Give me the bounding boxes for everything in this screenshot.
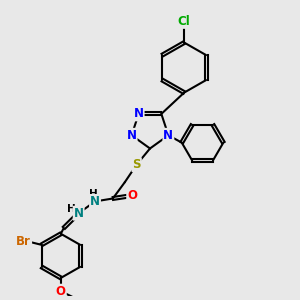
Text: O: O bbox=[56, 285, 66, 298]
Text: N: N bbox=[127, 129, 136, 142]
Text: O: O bbox=[127, 189, 137, 202]
Text: H: H bbox=[89, 189, 98, 199]
Text: N: N bbox=[164, 129, 173, 142]
Text: Br: Br bbox=[16, 236, 31, 248]
Text: N: N bbox=[90, 195, 100, 208]
Text: N: N bbox=[134, 107, 144, 120]
Text: Cl: Cl bbox=[178, 15, 190, 28]
Text: S: S bbox=[132, 158, 141, 171]
Text: H: H bbox=[67, 204, 76, 214]
Text: N: N bbox=[74, 207, 84, 220]
